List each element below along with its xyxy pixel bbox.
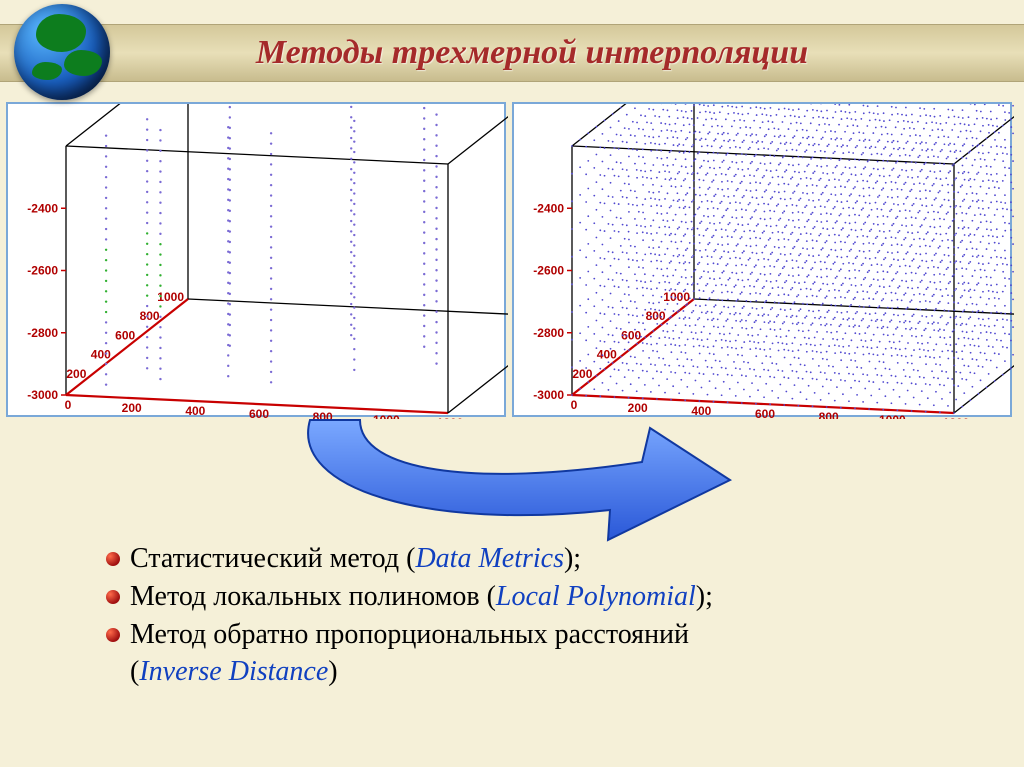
- list-item-continuation: (Inverse Distance): [106, 653, 936, 691]
- svg-text:1000: 1000: [663, 290, 690, 304]
- bullet-icon: [106, 552, 120, 566]
- globe-icon: [14, 4, 110, 100]
- bullet-text: Метод обратно пропорциональных расстояни…: [130, 619, 689, 650]
- bullet-text: Метод локальных полиномов (: [130, 581, 496, 612]
- svg-text:1200: 1200: [943, 416, 970, 419]
- flow-arrow: [250, 400, 770, 530]
- panel-left-sparse: -2400-2600-2800-300002004006008001000120…: [6, 102, 506, 417]
- bullet-icon: [106, 590, 120, 604]
- bullet-icon: [106, 628, 120, 642]
- svg-text:200: 200: [572, 367, 592, 381]
- page-title: Методы трехмерной интерполяции: [216, 34, 808, 72]
- svg-text:-3000: -3000: [27, 388, 58, 402]
- panel-right-dense: -2400-2600-2800-300002004006008001000120…: [512, 102, 1012, 417]
- list-item: Метод обратно пропорциональных расстояни…: [106, 616, 936, 654]
- svg-text:800: 800: [140, 309, 160, 323]
- bullet-list: Статистический метод (Data Metrics); Мет…: [106, 540, 936, 691]
- list-item: Метод локальных полиномов (Local Polynom…: [106, 578, 936, 616]
- svg-text:-2600: -2600: [27, 264, 58, 278]
- svg-text:0: 0: [65, 398, 72, 412]
- svg-text:600: 600: [621, 328, 641, 342]
- svg-text:-2600: -2600: [533, 264, 564, 278]
- svg-text:1000: 1000: [879, 413, 906, 419]
- svg-text:800: 800: [646, 309, 666, 323]
- title-band: Методы трехмерной интерполяции: [0, 24, 1024, 82]
- svg-text:400: 400: [597, 348, 617, 362]
- bullet-term: Local Polynomial: [496, 581, 696, 612]
- svg-text:200: 200: [122, 401, 142, 415]
- svg-text:-2800: -2800: [533, 326, 564, 340]
- svg-text:400: 400: [185, 404, 205, 418]
- svg-text:-2800: -2800: [27, 326, 58, 340]
- svg-text:-2400: -2400: [533, 201, 564, 215]
- list-item: Статистический метод (Data Metrics);: [106, 540, 936, 578]
- svg-text:800: 800: [819, 410, 839, 419]
- svg-text:600: 600: [115, 328, 135, 342]
- svg-text:400: 400: [91, 348, 111, 362]
- bullet-term: Inverse Distance: [139, 656, 328, 687]
- svg-text:200: 200: [66, 367, 86, 381]
- svg-text:-2400: -2400: [27, 201, 58, 215]
- svg-text:1000: 1000: [157, 290, 184, 304]
- chart-row: -2400 -2600 -2800 -3000 0 200 400 600 800 1000 120…: [6, 102, 1012, 417]
- bullet-text: Статистический метод (: [130, 543, 415, 574]
- bullet-term: Data Metrics: [415, 543, 564, 574]
